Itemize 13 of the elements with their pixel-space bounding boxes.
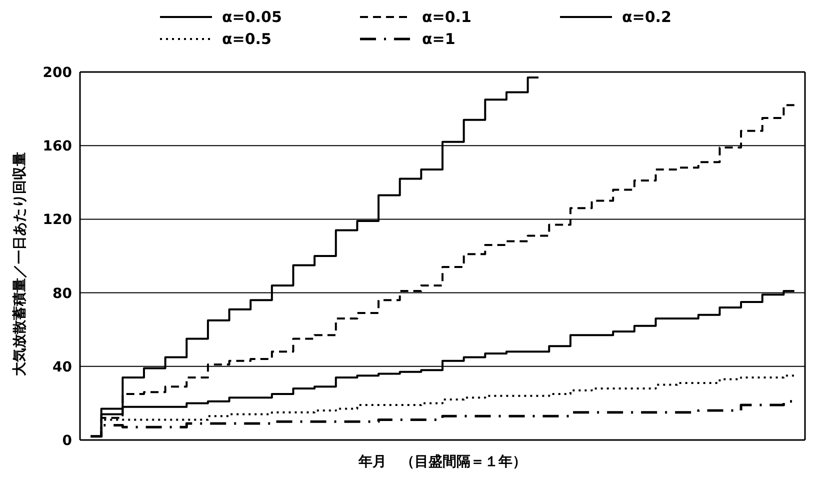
- legend-label: α=0.1: [422, 8, 472, 26]
- legend-label: α=1: [422, 30, 456, 48]
- y-tick-label: 0: [62, 432, 72, 449]
- y-tick-label: 80: [52, 286, 72, 302]
- legend-label: α=0.05: [222, 8, 282, 26]
- y-tick-label: 160: [42, 138, 72, 155]
- y-tick-label: 120: [42, 212, 72, 228]
- y-axis-title: 大気放散蓄積量／一日あたり回収量: [11, 152, 29, 376]
- legend-label: α=0.5: [222, 30, 272, 48]
- y-tick-label: 200: [42, 64, 72, 81]
- x-axis-title: 年月 （目盛間隔＝１年）: [358, 453, 526, 470]
- y-tick-label: 40: [52, 359, 72, 376]
- legend-label: α=0.2: [622, 8, 672, 26]
